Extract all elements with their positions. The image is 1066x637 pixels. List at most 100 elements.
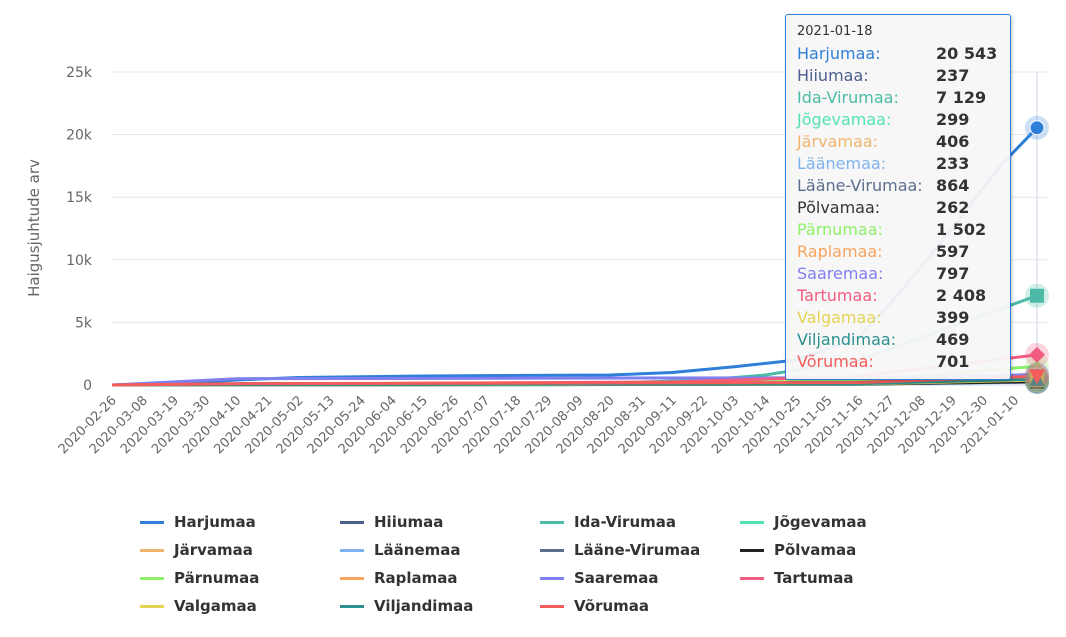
tooltip-series-name: Harjumaa:: [797, 44, 881, 63]
legend-swatch: [140, 604, 164, 608]
tooltip-row: Viljandimaa: 469: [797, 329, 1010, 351]
legend-label: Järvamaa: [174, 541, 253, 559]
tooltip-value: 299: [936, 110, 970, 129]
legend-swatch: [340, 576, 364, 580]
tooltip-value: 20 543: [936, 44, 998, 63]
tooltip-series-name: Järvamaa:: [797, 132, 878, 151]
tooltip-row: Võrumaa: 701: [797, 351, 1010, 373]
tooltip-series-name: Läänemaa:: [797, 154, 887, 173]
data-point-marker[interactable]: [1029, 369, 1045, 385]
legend-item[interactable]: Viljandimaa: [340, 596, 540, 616]
legend-label: Hiiumaa: [374, 513, 444, 531]
tooltip-row: Saaremaa: 797: [797, 263, 1010, 285]
tooltip-series-name: Jõgevamaa:: [797, 110, 892, 129]
tooltip-value: 469: [936, 330, 970, 349]
legend-label: Harjumaa: [174, 513, 256, 531]
y-tick-label: 15k: [66, 190, 93, 206]
tooltip-row: Valgamaa: 399: [797, 307, 1010, 329]
legend-label: Pärnumaa: [174, 569, 260, 587]
tooltip-value: 406: [936, 132, 970, 151]
legend-swatch: [540, 520, 564, 524]
legend-swatch: [340, 604, 364, 608]
legend-swatch: [740, 576, 764, 580]
data-point-marker[interactable]: [1029, 120, 1045, 136]
legend-item[interactable]: Raplamaa: [340, 568, 540, 588]
legend-label: Jõgevamaa: [774, 513, 867, 531]
tooltip-row: Lääne-Virumaa: 864: [797, 175, 1010, 197]
y-tick-label: 5k: [75, 315, 93, 331]
legend-swatch: [140, 520, 164, 524]
legend-item[interactable]: Võrumaa: [540, 596, 740, 616]
y-tick-label: 0: [83, 378, 92, 394]
tooltip-series-name: Saaremaa:: [797, 264, 884, 283]
tooltip-row: Raplamaa: 597: [797, 241, 1010, 263]
tooltip-series-name: Pärnumaa:: [797, 220, 883, 239]
legend: Harjumaa Hiiumaa Ida-Virumaa Jõgevamaa Järva…: [140, 512, 1040, 616]
legend-label: Valgamaa: [174, 597, 257, 615]
tooltip-value: 701: [936, 352, 970, 371]
tooltip-value: 237: [936, 66, 970, 85]
legend-label: Viljandimaa: [374, 597, 474, 615]
tooltip-value: 597: [936, 242, 970, 261]
tooltip-series-name: Hiiumaa:: [797, 66, 869, 85]
tooltip-series-name: Ida-Virumaa:: [797, 88, 899, 107]
legend-label: Tartumaa: [774, 569, 854, 587]
tooltip-date: 2021-01-18: [797, 24, 873, 39]
legend-swatch: [140, 548, 164, 552]
tooltip-row: Läänemaa: 233: [797, 153, 1010, 175]
legend-item[interactable]: Tartumaa: [740, 568, 940, 588]
tooltip-value: 1 502: [936, 220, 987, 239]
tooltip-value: 864: [936, 176, 970, 195]
legend-label: Põlvamaa: [774, 541, 857, 559]
tooltip-series-name: Põlvamaa:: [797, 198, 881, 217]
legend-label: Raplamaa: [374, 569, 458, 587]
legend-swatch: [540, 548, 564, 552]
legend-swatch: [540, 604, 564, 608]
tooltip-value: 262: [936, 198, 970, 217]
data-point-marker[interactable]: [1029, 346, 1045, 363]
legend-label: Lääne-Virumaa: [574, 541, 701, 559]
y-axis-label: Haigusjuhtude arv: [25, 159, 43, 297]
y-tick-label: 20k: [66, 128, 93, 144]
y-tick-label: 10k: [66, 253, 93, 269]
tooltip-series-name: Tartumaa:: [797, 286, 878, 305]
legend-item[interactable]: Järvamaa: [140, 540, 340, 560]
tooltip-row: Tartumaa: 2 408: [797, 285, 1010, 307]
tooltip-value: 399: [936, 308, 970, 327]
legend-item[interactable]: Põlvamaa: [740, 540, 940, 560]
legend-item[interactable]: Pärnumaa: [140, 568, 340, 588]
tooltip-row: Pärnumaa: 1 502: [797, 219, 1010, 241]
tooltip-row: Hiiumaa: 237: [797, 65, 1010, 87]
legend-item[interactable]: Valgamaa: [140, 596, 340, 616]
y-tick-label: 25k: [66, 65, 93, 81]
tooltip-row: Jõgevamaa: 299: [797, 109, 1010, 131]
tooltip-series-name: Võrumaa:: [797, 352, 874, 371]
legend-swatch: [340, 548, 364, 552]
tooltip-series-name: Valgamaa:: [797, 308, 882, 327]
legend-label: Ida-Virumaa: [574, 513, 677, 531]
legend-item[interactable]: Harjumaa: [140, 512, 340, 532]
tooltip-value: 2 408: [936, 286, 987, 305]
legend-item[interactable]: Saaremaa: [540, 568, 740, 588]
legend-label: Võrumaa: [574, 597, 650, 615]
legend-item[interactable]: Ida-Virumaa: [540, 512, 740, 532]
tooltip-value: 233: [936, 154, 970, 173]
legend-swatch: [140, 576, 164, 580]
legend-item[interactable]: Läänemaa: [340, 540, 540, 560]
legend-swatch: [540, 576, 564, 580]
tooltip-row: Põlvamaa: 262: [797, 197, 1010, 219]
legend-item[interactable]: Hiiumaa: [340, 512, 540, 532]
legend-item[interactable]: Jõgevamaa: [740, 512, 940, 532]
tooltip-series-name: Lääne-Virumaa:: [797, 176, 923, 195]
legend-item[interactable]: Lääne-Virumaa: [540, 540, 740, 560]
tooltip-value: 797: [936, 264, 970, 283]
tooltip-series-name: Raplamaa:: [797, 242, 883, 261]
legend-swatch: [340, 520, 364, 524]
data-point-marker[interactable]: [1030, 288, 1044, 303]
legend-swatch: [740, 520, 764, 524]
legend-swatch: [740, 548, 764, 552]
tooltip-row: Järvamaa: 406: [797, 131, 1010, 153]
tooltip: 2021-01-18 Harjumaa: 20 543 Hiiumaa: 237 Ida…: [785, 14, 1011, 380]
